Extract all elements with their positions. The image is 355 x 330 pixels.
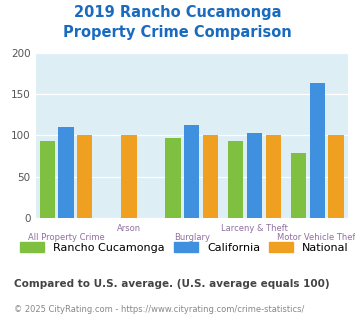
Bar bbox=[59, 127, 74, 218]
Text: Arson: Arson bbox=[117, 224, 141, 233]
Bar bbox=[203, 135, 218, 218]
Text: Larceny & Theft: Larceny & Theft bbox=[221, 224, 288, 233]
Bar bbox=[310, 83, 325, 218]
Bar bbox=[165, 138, 181, 218]
Bar bbox=[328, 135, 344, 218]
Text: Burglary: Burglary bbox=[174, 233, 210, 242]
Bar bbox=[291, 152, 306, 218]
Text: Compared to U.S. average. (U.S. average equals 100): Compared to U.S. average. (U.S. average … bbox=[14, 279, 330, 289]
Legend: Rancho Cucamonga, California, National: Rancho Cucamonga, California, National bbox=[20, 242, 349, 253]
Text: All Property Crime: All Property Crime bbox=[28, 233, 104, 242]
Bar bbox=[266, 135, 281, 218]
Bar bbox=[121, 135, 137, 218]
Text: Motor Vehicle Theft: Motor Vehicle Theft bbox=[277, 233, 355, 242]
Text: © 2025 CityRating.com - https://www.cityrating.com/crime-statistics/: © 2025 CityRating.com - https://www.city… bbox=[14, 305, 305, 314]
Bar bbox=[184, 124, 200, 218]
Bar bbox=[228, 141, 244, 218]
Text: Property Crime Comparison: Property Crime Comparison bbox=[63, 25, 292, 40]
Bar bbox=[77, 135, 92, 218]
Text: 2019 Rancho Cucamonga: 2019 Rancho Cucamonga bbox=[74, 5, 281, 20]
Bar bbox=[247, 133, 262, 218]
Bar bbox=[40, 141, 55, 218]
